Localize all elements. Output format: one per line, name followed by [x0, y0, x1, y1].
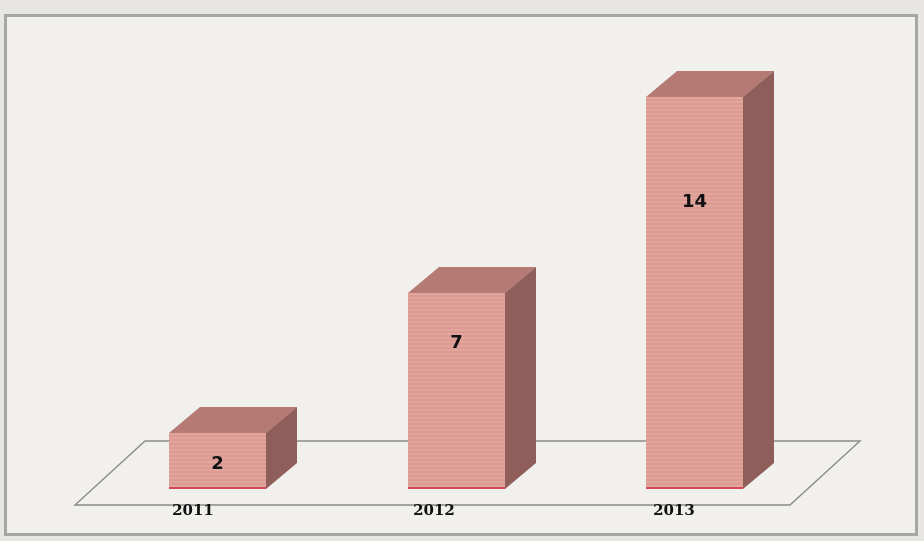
x-axis-tick-labels: 2011 2012 2013 — [172, 501, 695, 519]
data-label-2011: 2 — [211, 453, 224, 474]
bar-top-face — [169, 407, 297, 433]
bar-side-face — [505, 267, 536, 489]
bar-side-face — [266, 407, 297, 489]
labels-layer: 2 7 14 — [211, 191, 707, 474]
bar-top-face — [646, 71, 774, 97]
bar-texture — [408, 293, 505, 489]
bars-layer — [169, 71, 774, 489]
bar-texture — [169, 433, 266, 489]
bar-2013 — [646, 71, 774, 489]
bar-2011 — [169, 407, 297, 489]
bar-2012 — [408, 267, 536, 489]
bar-side-face — [743, 71, 774, 489]
x-tick-label-2011: 2011 — [172, 501, 214, 519]
chart-frame: 2 7 14 2011 2012 2013 — [4, 14, 918, 536]
bar-chart: 2 7 14 2011 2012 2013 — [73, 71, 862, 519]
bar-top-face — [408, 267, 536, 293]
chart-floor — [73, 440, 862, 506]
x-tick-label-2013: 2013 — [653, 501, 695, 519]
bar-texture — [646, 97, 743, 489]
x-tick-label-2012: 2012 — [413, 501, 455, 519]
data-label-2013: 14 — [682, 191, 707, 212]
data-label-2012: 7 — [450, 332, 463, 353]
